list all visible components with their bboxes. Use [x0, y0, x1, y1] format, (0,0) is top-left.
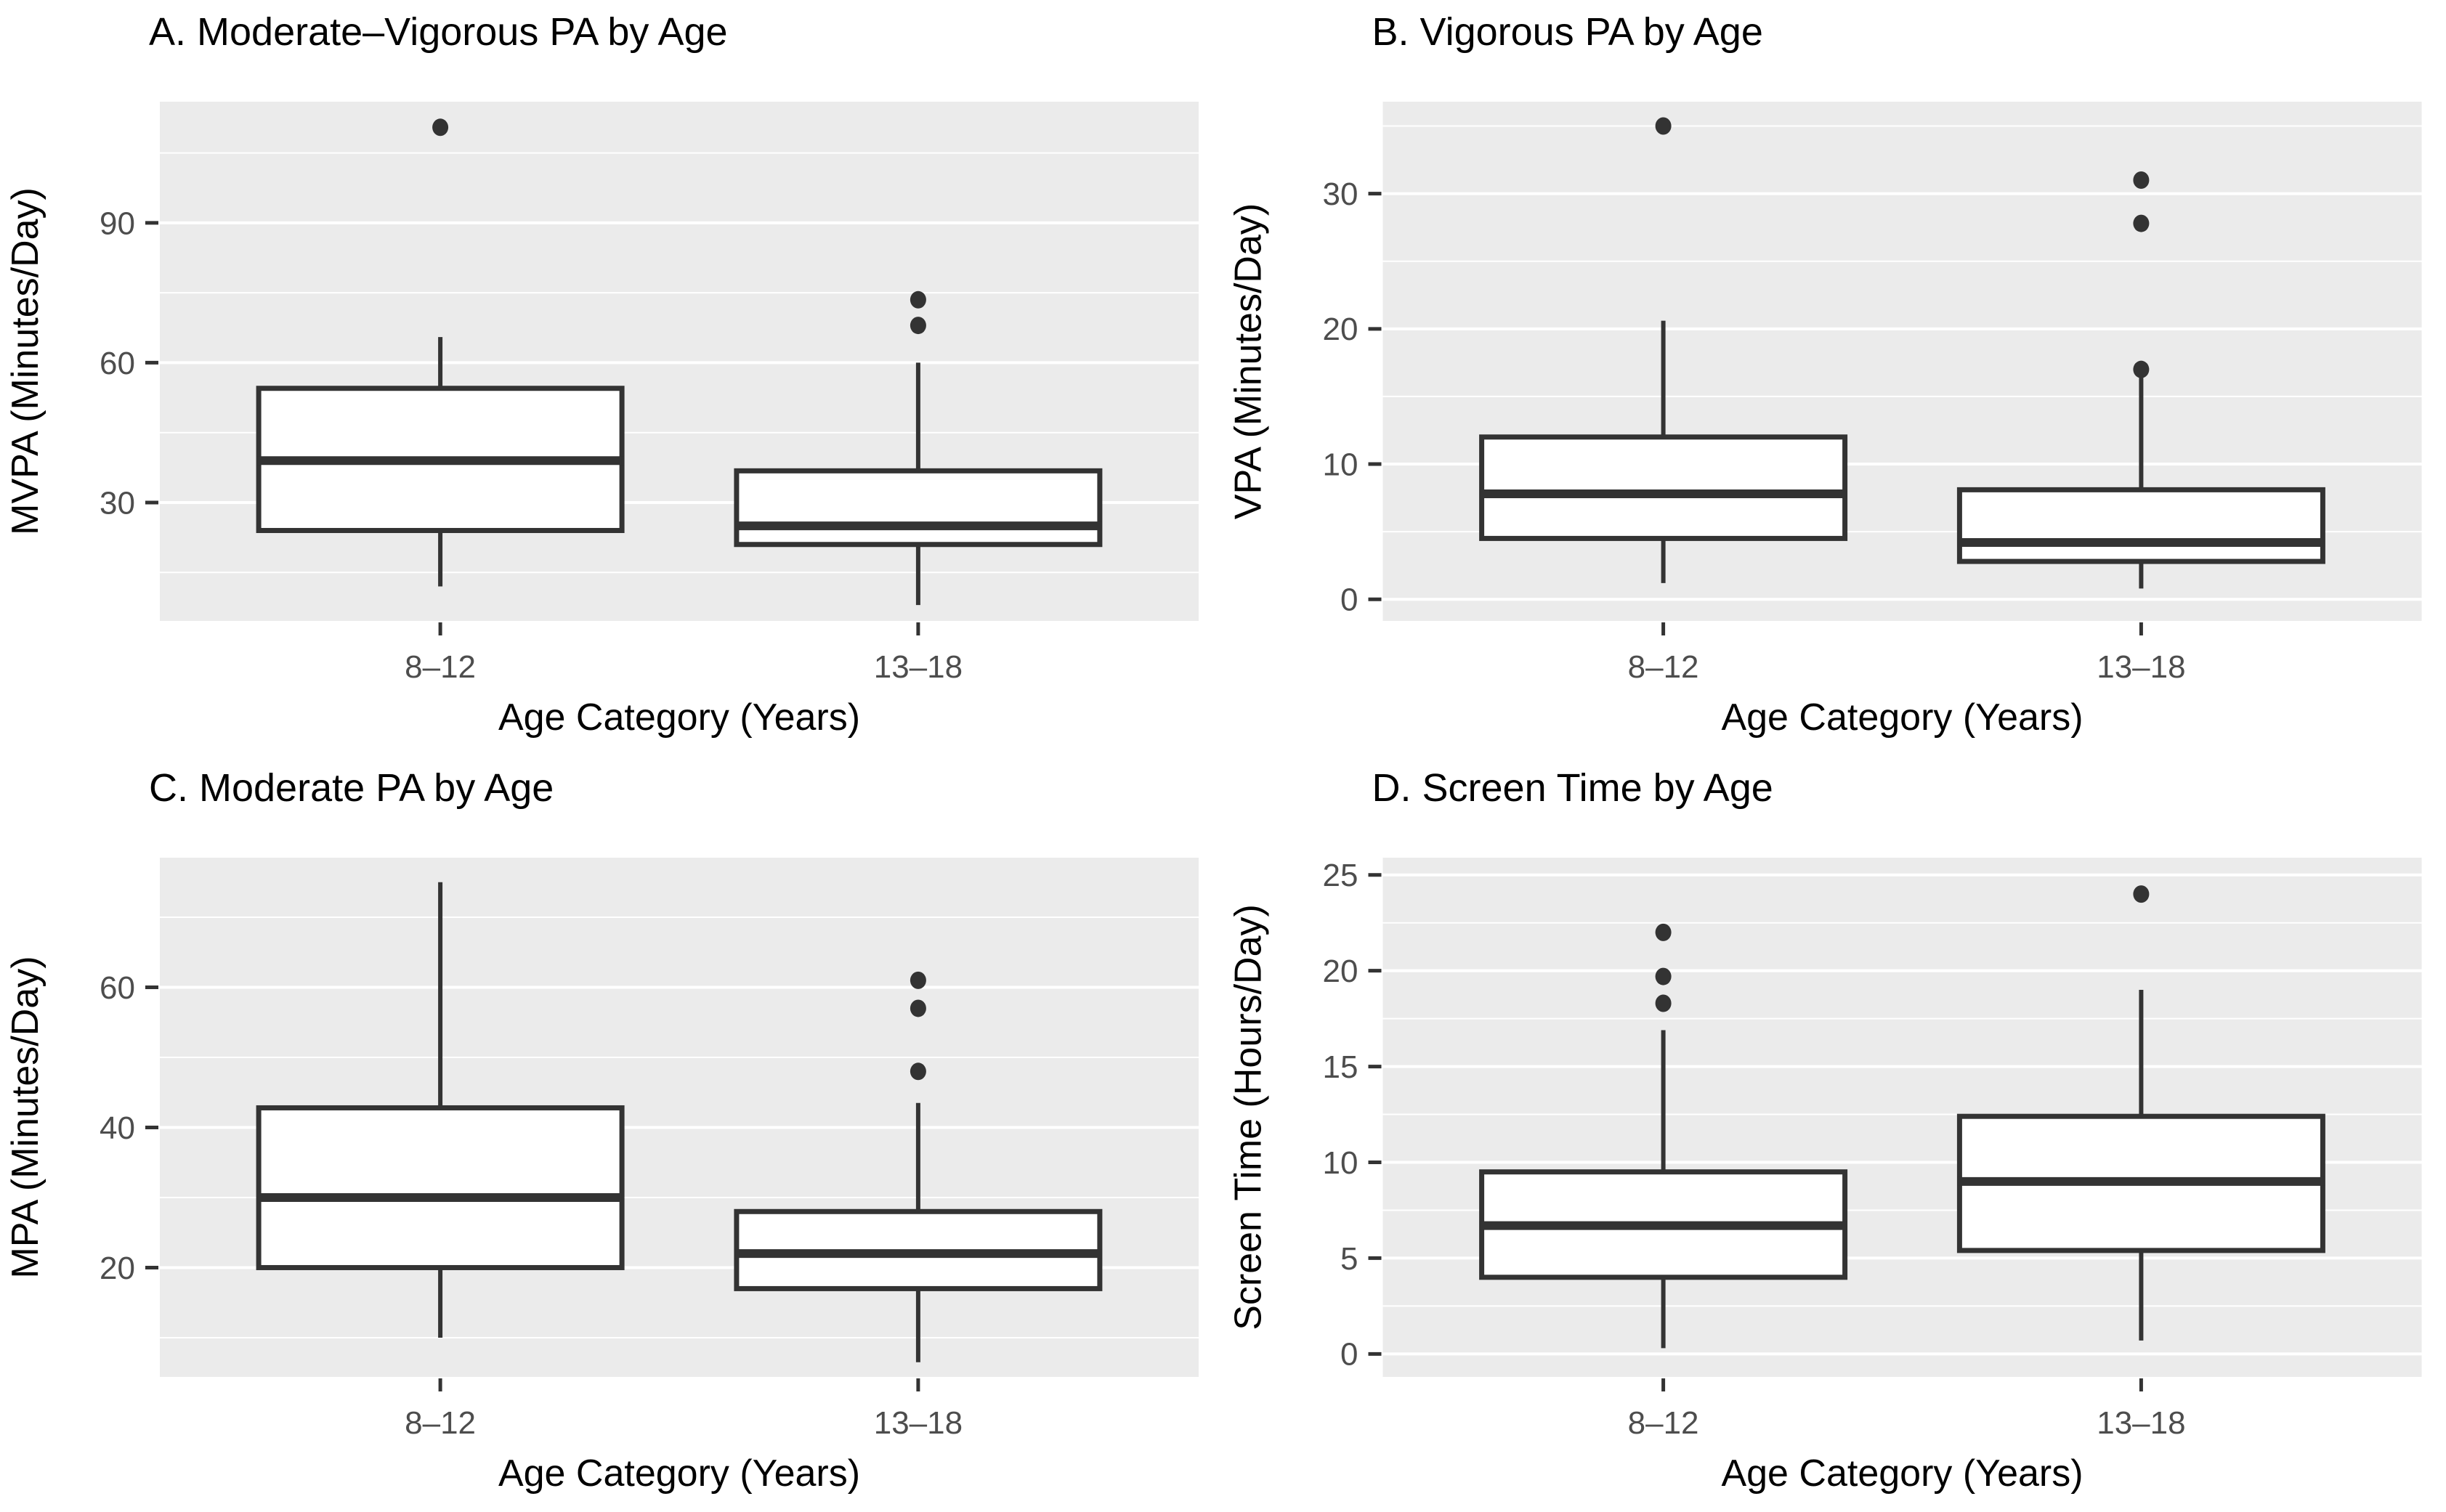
- outlier-point: [910, 290, 926, 309]
- panel-title: C. Moderate PA by Age: [149, 766, 554, 810]
- x-tick-label: 13–18: [2097, 1405, 2185, 1441]
- outlier-point: [1655, 994, 1672, 1012]
- panel-c: 20 40 60 8–12 13–18 Age Category (Years) MPA (…: [0, 756, 1223, 1512]
- y-tick-label: 5: [1340, 1241, 1358, 1277]
- panel-title: B. Vigorous PA by Age: [1372, 10, 1763, 54]
- outlier-point: [910, 999, 926, 1017]
- outlier-point: [2133, 214, 2150, 232]
- y-axis-title: MPA (Minutes/Day): [4, 956, 46, 1278]
- x-tick-label: 13–18: [874, 649, 963, 685]
- panel-a-chart: 30 60 90 8–12 13–18 Age Category (Years) MVPA …: [4, 10, 1199, 739]
- outlier-point: [1655, 117, 1672, 135]
- x-tick-label: 8–12: [1628, 649, 1699, 685]
- x-axis-title: Age Category (Years): [1721, 1452, 2083, 1495]
- panel-b: 0 10 20 30 8–12 13–18 Age Category (Years) VPA …: [1223, 0, 2446, 756]
- panel-d-chart: 0 5 10 15 20 25 8–12 13–18 Age Category (Years) S…: [1228, 766, 2422, 1495]
- y-tick-label: 25: [1323, 858, 1358, 893]
- outlier-point: [910, 971, 926, 989]
- y-tick-label: 30: [100, 485, 135, 521]
- outlier-point: [910, 317, 926, 335]
- x-tick-label: 13–18: [874, 1405, 963, 1441]
- box: [256, 1105, 625, 1270]
- y-tick-label: 20: [100, 1251, 135, 1286]
- panel-c-chart: 20 40 60 8–12 13–18 Age Category (Years) MPA (…: [4, 766, 1199, 1495]
- outlier-point: [2133, 171, 2150, 189]
- x-axis-title: Age Category (Years): [498, 696, 860, 739]
- outlier-point: [1655, 967, 1672, 985]
- y-tick-label: 0: [1340, 1337, 1358, 1373]
- y-axis-title: Screen Time (Hours/Day): [1228, 904, 1270, 1330]
- y-axis-title: MVPA (Minutes/Day): [4, 187, 46, 535]
- x-tick-label: 13–18: [2097, 649, 2185, 685]
- y-tick-label: 10: [1323, 1145, 1358, 1181]
- y-tick-label: 20: [1323, 954, 1358, 989]
- y-axis-title: VPA (Minutes/Day): [1228, 203, 1270, 519]
- y-tick-label: 40: [100, 1110, 135, 1146]
- outlier-point: [2133, 885, 2150, 903]
- x-tick-label: 8–12: [1628, 1405, 1699, 1441]
- outlier-point: [432, 118, 449, 137]
- panel-title: D. Screen Time by Age: [1372, 766, 1773, 810]
- y-tick-label: 60: [100, 970, 135, 1006]
- y-tick-label: 30: [1323, 176, 1358, 212]
- y-tick-label: 10: [1323, 447, 1358, 482]
- y-tick-label: 0: [1340, 582, 1358, 618]
- outlier-point: [2133, 360, 2150, 378]
- box: [734, 468, 1103, 548]
- y-tick-label: 60: [100, 346, 135, 381]
- panel-d: 0 5 10 15 20 25 8–12 13–18 Age Category (Years) S…: [1223, 756, 2446, 1512]
- box: [1956, 487, 2325, 564]
- x-tick-label: 8–12: [405, 649, 476, 685]
- x-axis-title: Age Category (Years): [498, 1452, 860, 1495]
- panel-title: A. Moderate–Vigorous PA by Age: [149, 10, 728, 54]
- box: [1479, 434, 1848, 541]
- y-tick-label: 20: [1323, 312, 1358, 347]
- outlier-point: [1655, 923, 1672, 941]
- x-axis-title: Age Category (Years): [1721, 696, 2083, 739]
- x-tick-label: 8–12: [405, 1405, 476, 1441]
- y-tick-label: 90: [100, 206, 135, 241]
- y-tick-label: 15: [1323, 1049, 1358, 1085]
- outlier-point: [910, 1062, 926, 1081]
- panel-b-chart: 0 10 20 30 8–12 13–18 Age Category (Years) VPA …: [1228, 10, 2422, 739]
- panel-a: 30 60 90 8–12 13–18 Age Category (Years) MVPA …: [0, 0, 1223, 756]
